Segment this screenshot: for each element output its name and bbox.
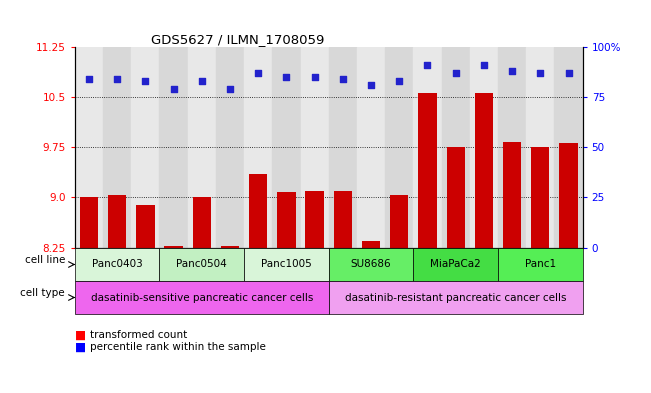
Bar (555, 47, 583, 248)
Bar (193, 197, 211, 248)
Point (112, 76, 122, 83)
Bar (108, 195, 126, 248)
Text: cell type: cell type (20, 288, 65, 298)
Text: MiaPaCa2: MiaPaCa2 (430, 259, 481, 270)
Point (281, 74, 292, 81)
Text: dasatinib-resistant pancreatic cancer cells: dasatinib-resistant pancreatic cancer ce… (345, 292, 566, 303)
Bar (362, 241, 380, 248)
Bar (390, 195, 408, 248)
Point (422, 62, 433, 68)
Point (225, 86, 235, 92)
Bar (526, 47, 555, 248)
Bar (413, 47, 441, 248)
Text: Panc1005: Panc1005 (261, 259, 312, 270)
Bar (75, 47, 103, 248)
Bar (447, 147, 465, 248)
Bar (470, 47, 498, 248)
Point (535, 70, 546, 76)
Text: dasatinib-sensitive pancreatic cancer cells: dasatinib-sensitive pancreatic cancer ce… (90, 292, 313, 303)
Text: SU8686: SU8686 (351, 259, 391, 270)
Text: ■: ■ (75, 340, 86, 354)
Bar (103, 47, 132, 248)
Bar (136, 206, 154, 248)
Bar (503, 142, 521, 248)
Point (338, 76, 348, 83)
Point (507, 68, 518, 74)
Text: percentile rank within the sample: percentile rank within the sample (90, 342, 266, 352)
Point (366, 82, 376, 88)
Text: cell line: cell line (25, 255, 65, 265)
Text: Panc1: Panc1 (525, 259, 556, 270)
Bar (329, 47, 357, 248)
Bar (216, 47, 244, 248)
Point (309, 74, 320, 81)
Bar (159, 47, 187, 248)
Point (84, 76, 94, 83)
Bar (80, 197, 98, 248)
Bar (272, 47, 301, 248)
Text: Panc0504: Panc0504 (176, 259, 227, 270)
Bar (277, 192, 296, 248)
Bar (559, 143, 577, 248)
Point (169, 86, 179, 92)
Bar (244, 47, 272, 248)
Bar (475, 93, 493, 248)
Text: Panc0403: Panc0403 (92, 259, 143, 270)
Bar (531, 147, 549, 248)
Bar (419, 93, 437, 248)
Text: GDS5627 / ILMN_1708059: GDS5627 / ILMN_1708059 (151, 33, 324, 46)
Bar (132, 47, 159, 248)
Bar (301, 47, 329, 248)
Point (394, 78, 404, 84)
Bar (221, 246, 239, 248)
Point (478, 62, 489, 68)
Bar (385, 47, 413, 248)
Bar (441, 47, 470, 248)
Point (563, 70, 574, 76)
Text: transformed count: transformed count (90, 330, 187, 340)
Bar (187, 47, 216, 248)
Bar (498, 47, 526, 248)
Bar (249, 174, 268, 248)
Text: ■: ■ (75, 329, 86, 342)
Point (450, 70, 461, 76)
Bar (165, 246, 183, 248)
Bar (334, 191, 352, 248)
Bar (305, 191, 324, 248)
Point (140, 78, 150, 84)
Bar (357, 47, 385, 248)
Point (197, 78, 207, 84)
Point (253, 70, 264, 76)
